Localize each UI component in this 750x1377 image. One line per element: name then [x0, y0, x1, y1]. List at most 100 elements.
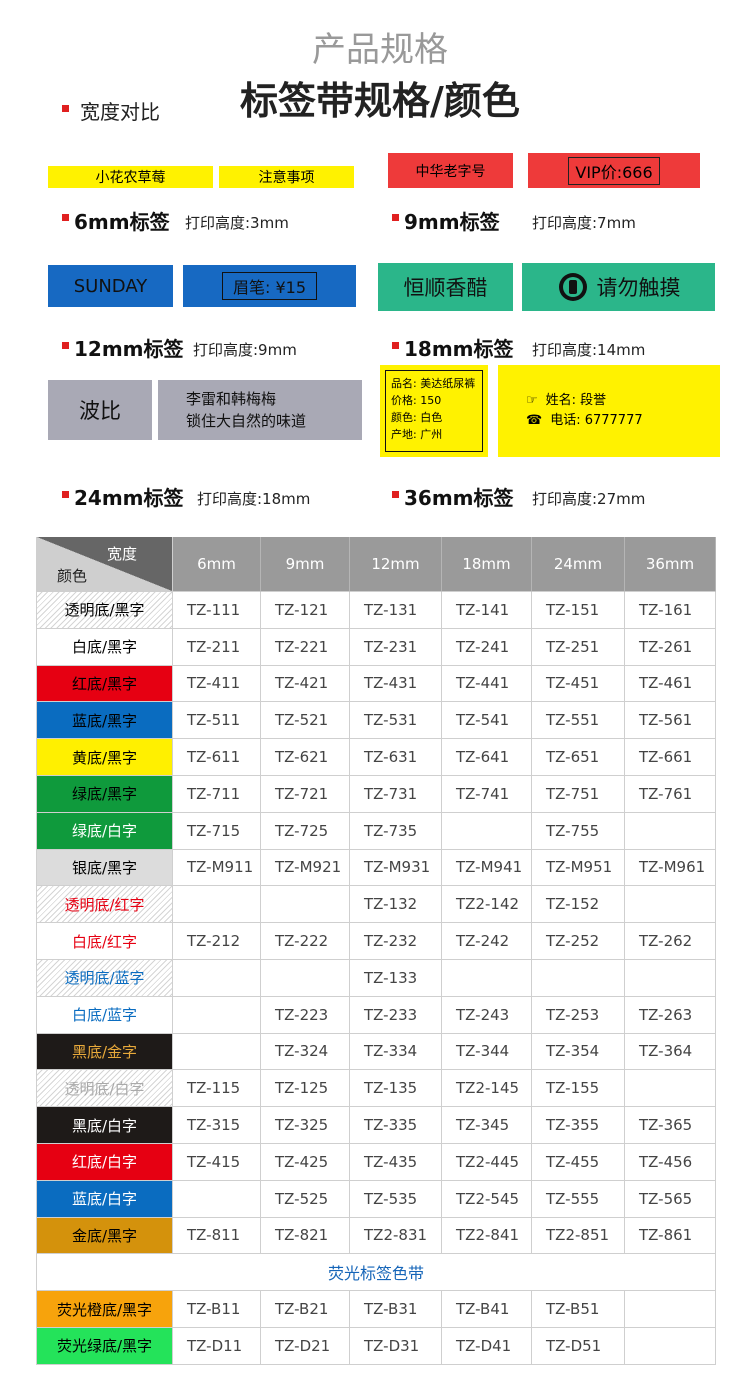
code-cell: TZ-262: [625, 923, 716, 960]
code-cell: TZ-222: [261, 923, 350, 960]
code-cell: TZ-B21: [261, 1291, 350, 1328]
code-cell: [625, 1070, 716, 1108]
corner-cell: [37, 537, 173, 592]
code-cell: TZ-211: [173, 628, 261, 666]
code-cell: TZ-B41: [442, 1291, 532, 1328]
row-label: 透明底/黑字: [37, 592, 173, 629]
row-label: 白底/黑字: [37, 628, 173, 666]
code-cell: TZ-241: [442, 628, 532, 666]
code-cell: TZ-741: [442, 776, 532, 813]
code-cell: [625, 1291, 716, 1328]
info-box: 品名: 美达纸尿裤 价格: 150 颜色: 白色 产地: 广州: [385, 370, 483, 452]
code-cell: [625, 886, 716, 924]
code-cell: TZ-B11: [173, 1291, 261, 1328]
tape-text: 锁住大自然的味道: [186, 412, 307, 430]
code-cell: TZ-D51: [532, 1328, 625, 1365]
code-cell: TZ-263: [625, 996, 716, 1034]
code-cell: TZ-221: [261, 628, 350, 666]
tape: ☞ 姓名: 段誉 ☎ 电话: 6777777: [498, 365, 720, 457]
code-cell: TZ-125: [261, 1070, 350, 1108]
code-cell: TZ-425: [261, 1144, 350, 1181]
row-label: 绿底/黑字: [37, 776, 173, 813]
bullet: [62, 214, 69, 221]
print-height: 打印高度:27mm: [532, 490, 646, 508]
code-cell: TZ-421: [261, 665, 350, 703]
code-cell: TZ-345: [442, 1107, 532, 1144]
tape-text: 小花农草莓: [95, 170, 166, 186]
tape-line: ☞ 姓名: 段誉: [526, 393, 607, 408]
code-cell: TZ-435: [350, 1144, 442, 1181]
row-label: 白底/红字: [37, 923, 173, 960]
row-label: 透明底/红字: [37, 886, 173, 924]
code-cell: TZ-325: [261, 1107, 350, 1144]
code-cell: TZ-661: [625, 739, 716, 776]
code-cell: TZ-641: [442, 739, 532, 776]
code-cell: TZ-B31: [350, 1291, 442, 1328]
code-cell: [625, 960, 716, 997]
sample-name: 24mm标签: [74, 486, 184, 510]
code-cell: TZ-431: [350, 665, 442, 703]
code-cell: TZ-315: [173, 1107, 261, 1144]
tape-text: 价格: 150: [391, 394, 442, 407]
code-cell: [173, 1180, 261, 1218]
bullet: [392, 491, 399, 498]
row-label: 绿底/白字: [37, 812, 173, 850]
row-label: 金底/黑字: [37, 1217, 173, 1255]
print-height: 打印高度:9mm: [193, 341, 297, 359]
code-cell: TZ-152: [532, 886, 625, 924]
no-touch-icon: [558, 273, 587, 301]
tape-text: SUNDAY: [73, 275, 148, 297]
code-cell: TZ-335: [350, 1107, 442, 1144]
bullet: [62, 491, 69, 498]
print-height: 打印高度:18mm: [197, 490, 311, 508]
code-cell: TZ-451: [532, 665, 625, 703]
code-cell: TZ-731: [350, 776, 442, 813]
code-cell: TZ-344: [442, 1033, 532, 1071]
column-header: 18mm: [442, 537, 532, 592]
tape: 恒顺香醋: [378, 263, 513, 311]
corner-bottom: 颜色: [57, 567, 88, 585]
column-header: 6mm: [173, 537, 261, 592]
row-label: 荧光绿底/黑字: [37, 1328, 173, 1365]
code-cell: TZ-735: [350, 812, 442, 850]
code-cell: [442, 960, 532, 997]
code-cell: TZ-761: [625, 776, 716, 813]
code-cell: TZ-555: [532, 1180, 625, 1218]
section-label: 宽度对比: [80, 100, 160, 124]
code-cell: [173, 1033, 261, 1071]
tape-text: 姓名: 段誉: [545, 393, 607, 408]
code-cell: TZ-565: [625, 1180, 716, 1218]
code-cell: TZ2-851: [532, 1217, 625, 1255]
corner-top: 宽度: [107, 545, 138, 563]
code-cell: TZ-441: [442, 665, 532, 703]
code-cell: TZ-525: [261, 1180, 350, 1218]
page-title: 产品规格: [312, 30, 448, 70]
code-cell: TZ-521: [261, 702, 350, 740]
code-cell: TZ-355: [532, 1107, 625, 1144]
code-cell: TZ-232: [350, 923, 442, 960]
code-cell: TZ-324: [261, 1033, 350, 1071]
tape: 小花农草莓: [48, 166, 213, 188]
code-cell: TZ-D11: [173, 1328, 261, 1365]
code-cell: TZ2-545: [442, 1180, 532, 1218]
tape: 请勿触摸: [522, 263, 715, 311]
code-cell: TZ-121: [261, 592, 350, 629]
row-label: 红底/白字: [37, 1144, 173, 1181]
code-cell: TZ-535: [350, 1180, 442, 1218]
print-height: 打印高度:3mm: [185, 214, 289, 232]
row-label: 透明底/白字: [37, 1070, 173, 1108]
code-cell: TZ-131: [350, 592, 442, 629]
tape-text: 品名: 美达纸尿裤: [391, 377, 476, 390]
code-cell: TZ-364: [625, 1033, 716, 1071]
code-cell: TZ-751: [532, 776, 625, 813]
code-cell: [261, 960, 350, 997]
code-cell: TZ-231: [350, 628, 442, 666]
code-cell: TZ-111: [173, 592, 261, 629]
code-cell: TZ-252: [532, 923, 625, 960]
row-label: 荧光橙底/黑字: [37, 1291, 173, 1328]
tape-text: 电话: 6777777: [550, 413, 643, 428]
tape-text: 波比: [79, 399, 121, 423]
code-cell: [625, 812, 716, 850]
code-cell: TZ-243: [442, 996, 532, 1034]
